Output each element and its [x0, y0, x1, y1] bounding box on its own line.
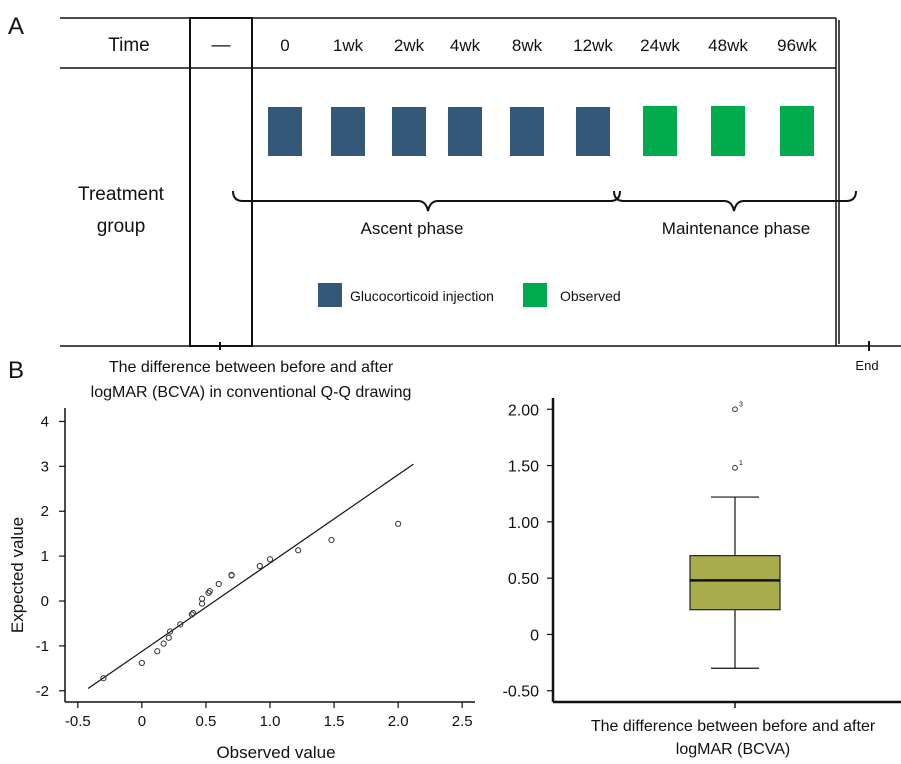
- qq-x-tick-label: 0.5: [196, 713, 217, 730]
- qq-point: [166, 628, 174, 635]
- timepoint-label: 1wk: [333, 36, 364, 55]
- qq-title-line1: The difference between before and after: [109, 359, 394, 376]
- qq-y-tick-label: 2: [41, 503, 49, 520]
- qq-y-tick-label: -1: [36, 638, 49, 655]
- qq-point: [188, 611, 195, 618]
- qq-point: [190, 610, 197, 617]
- control-column-box: [189, 17, 253, 347]
- qq-x-axis-title: Observed value: [216, 743, 335, 762]
- qq-x-tick-label: 1.5: [324, 713, 345, 730]
- injection-block: [510, 107, 544, 156]
- qq-point: [256, 562, 263, 570]
- qq-point: [295, 547, 302, 554]
- qq-x-tick-label: -0.5: [65, 713, 91, 730]
- box-plot: 2.00 1.50 1.00 0.50 0 -0.50 3 1: [503, 398, 901, 708]
- box-y-tick-label: 1.00: [508, 515, 539, 532]
- qq-point: [395, 520, 402, 527]
- injection-block: [331, 107, 365, 156]
- qq-point: [215, 580, 222, 588]
- timepoint-label: 24wk: [640, 36, 680, 55]
- qq-x-tick-label: 1.0: [260, 713, 281, 730]
- timepoint-label: 0: [280, 36, 289, 55]
- qq-x-tick-label: 2.5: [452, 713, 473, 730]
- box-xlabel-line2: logMAR (BCVA): [676, 741, 790, 758]
- treatment-group-label-line2: group: [97, 216, 146, 237]
- timepoint-labels: 0 1wk 2wk 4wk 8wk 12wk 24wk 48wk 96wk: [280, 36, 817, 55]
- box-xlabel-line1: The difference between before and after: [591, 718, 876, 735]
- legend-observed-label: Observed: [560, 288, 621, 304]
- box-y-tick-label: 1.50: [508, 459, 539, 476]
- box-y-tick-label: 0: [530, 627, 539, 644]
- qq-point: [206, 588, 213, 595]
- box-outlier-label: 1: [739, 460, 743, 467]
- injection-block: [576, 107, 610, 156]
- treatment-group-label-line1: Treatment: [78, 184, 165, 205]
- qq-y-axis-title: Expected value: [8, 517, 27, 633]
- control-marker: —: [212, 35, 231, 56]
- qq-point: [198, 595, 206, 602]
- time-label: Time: [108, 35, 150, 56]
- observed-block: [780, 106, 814, 156]
- qq-y-tick-label: 1: [41, 548, 49, 565]
- qq-point: [266, 556, 274, 563]
- qq-point: [177, 621, 184, 628]
- ascent-phase-brace: [232, 190, 621, 212]
- box-y-tick-label: 2.00: [508, 402, 539, 419]
- panel-b-label: B: [8, 357, 24, 384]
- qq-point: [328, 536, 335, 544]
- qq-y-tick-label: -2: [36, 683, 49, 700]
- timepoint-label: 4wk: [450, 36, 481, 55]
- box-outlier-label: 3: [739, 401, 743, 408]
- qq-point: [198, 600, 206, 607]
- injection-block: [268, 107, 302, 156]
- legend-injection-label: Glucocorticoid injection: [350, 288, 494, 304]
- qq-point: [100, 675, 107, 682]
- observed-block: [711, 106, 745, 156]
- timepoint-label: 2wk: [394, 36, 425, 55]
- qq-plot: -0.5 0 0.5 1.0 1.5 2.0 2.5 -2 -1 0 1 2 3 4 Observed va…: [8, 408, 475, 762]
- qq-point: [160, 640, 167, 647]
- qq-x-tick-label: 2.0: [388, 713, 409, 730]
- qq-point: [228, 571, 235, 579]
- end-label: End: [855, 358, 878, 373]
- ascent-phase-label: Ascent phase: [360, 219, 463, 238]
- qq-title-line2: logMAR (BCVA) in conventional Q-Q drawin…: [91, 384, 412, 401]
- box-y-tick-label: 0.50: [508, 571, 539, 588]
- injection-block: [392, 107, 426, 156]
- qq-y-tick-label: 3: [41, 458, 49, 475]
- injection-block: [448, 107, 482, 156]
- qq-point: [138, 659, 145, 667]
- legend-observed-swatch: [523, 283, 547, 307]
- box-outlier: [732, 464, 738, 471]
- qq-point: [154, 648, 161, 655]
- qq-point: [165, 634, 172, 641]
- qq-reference-line: [87, 463, 414, 690]
- box-outlier: [732, 406, 738, 413]
- qq-y-tick-label: 0: [41, 593, 49, 610]
- timepoint-label: 8wk: [512, 36, 543, 55]
- timepoint-label: 96wk: [777, 36, 817, 55]
- timepoint-label: 48wk: [708, 36, 748, 55]
- maintenance-phase-brace: [613, 190, 857, 212]
- qq-y-tick-label: 4: [41, 413, 49, 430]
- schedule-blocks: [268, 106, 814, 156]
- box-y-tick-label: -0.50: [503, 684, 540, 701]
- qq-x-tick-label: 0: [138, 713, 146, 730]
- panel-a-label: A: [8, 13, 24, 40]
- observed-block: [643, 106, 677, 156]
- maintenance-phase-label: Maintenance phase: [662, 219, 810, 238]
- legend-injection-swatch: [318, 283, 342, 307]
- box-iqr: [689, 555, 781, 611]
- timepoint-label: 12wk: [573, 36, 613, 55]
